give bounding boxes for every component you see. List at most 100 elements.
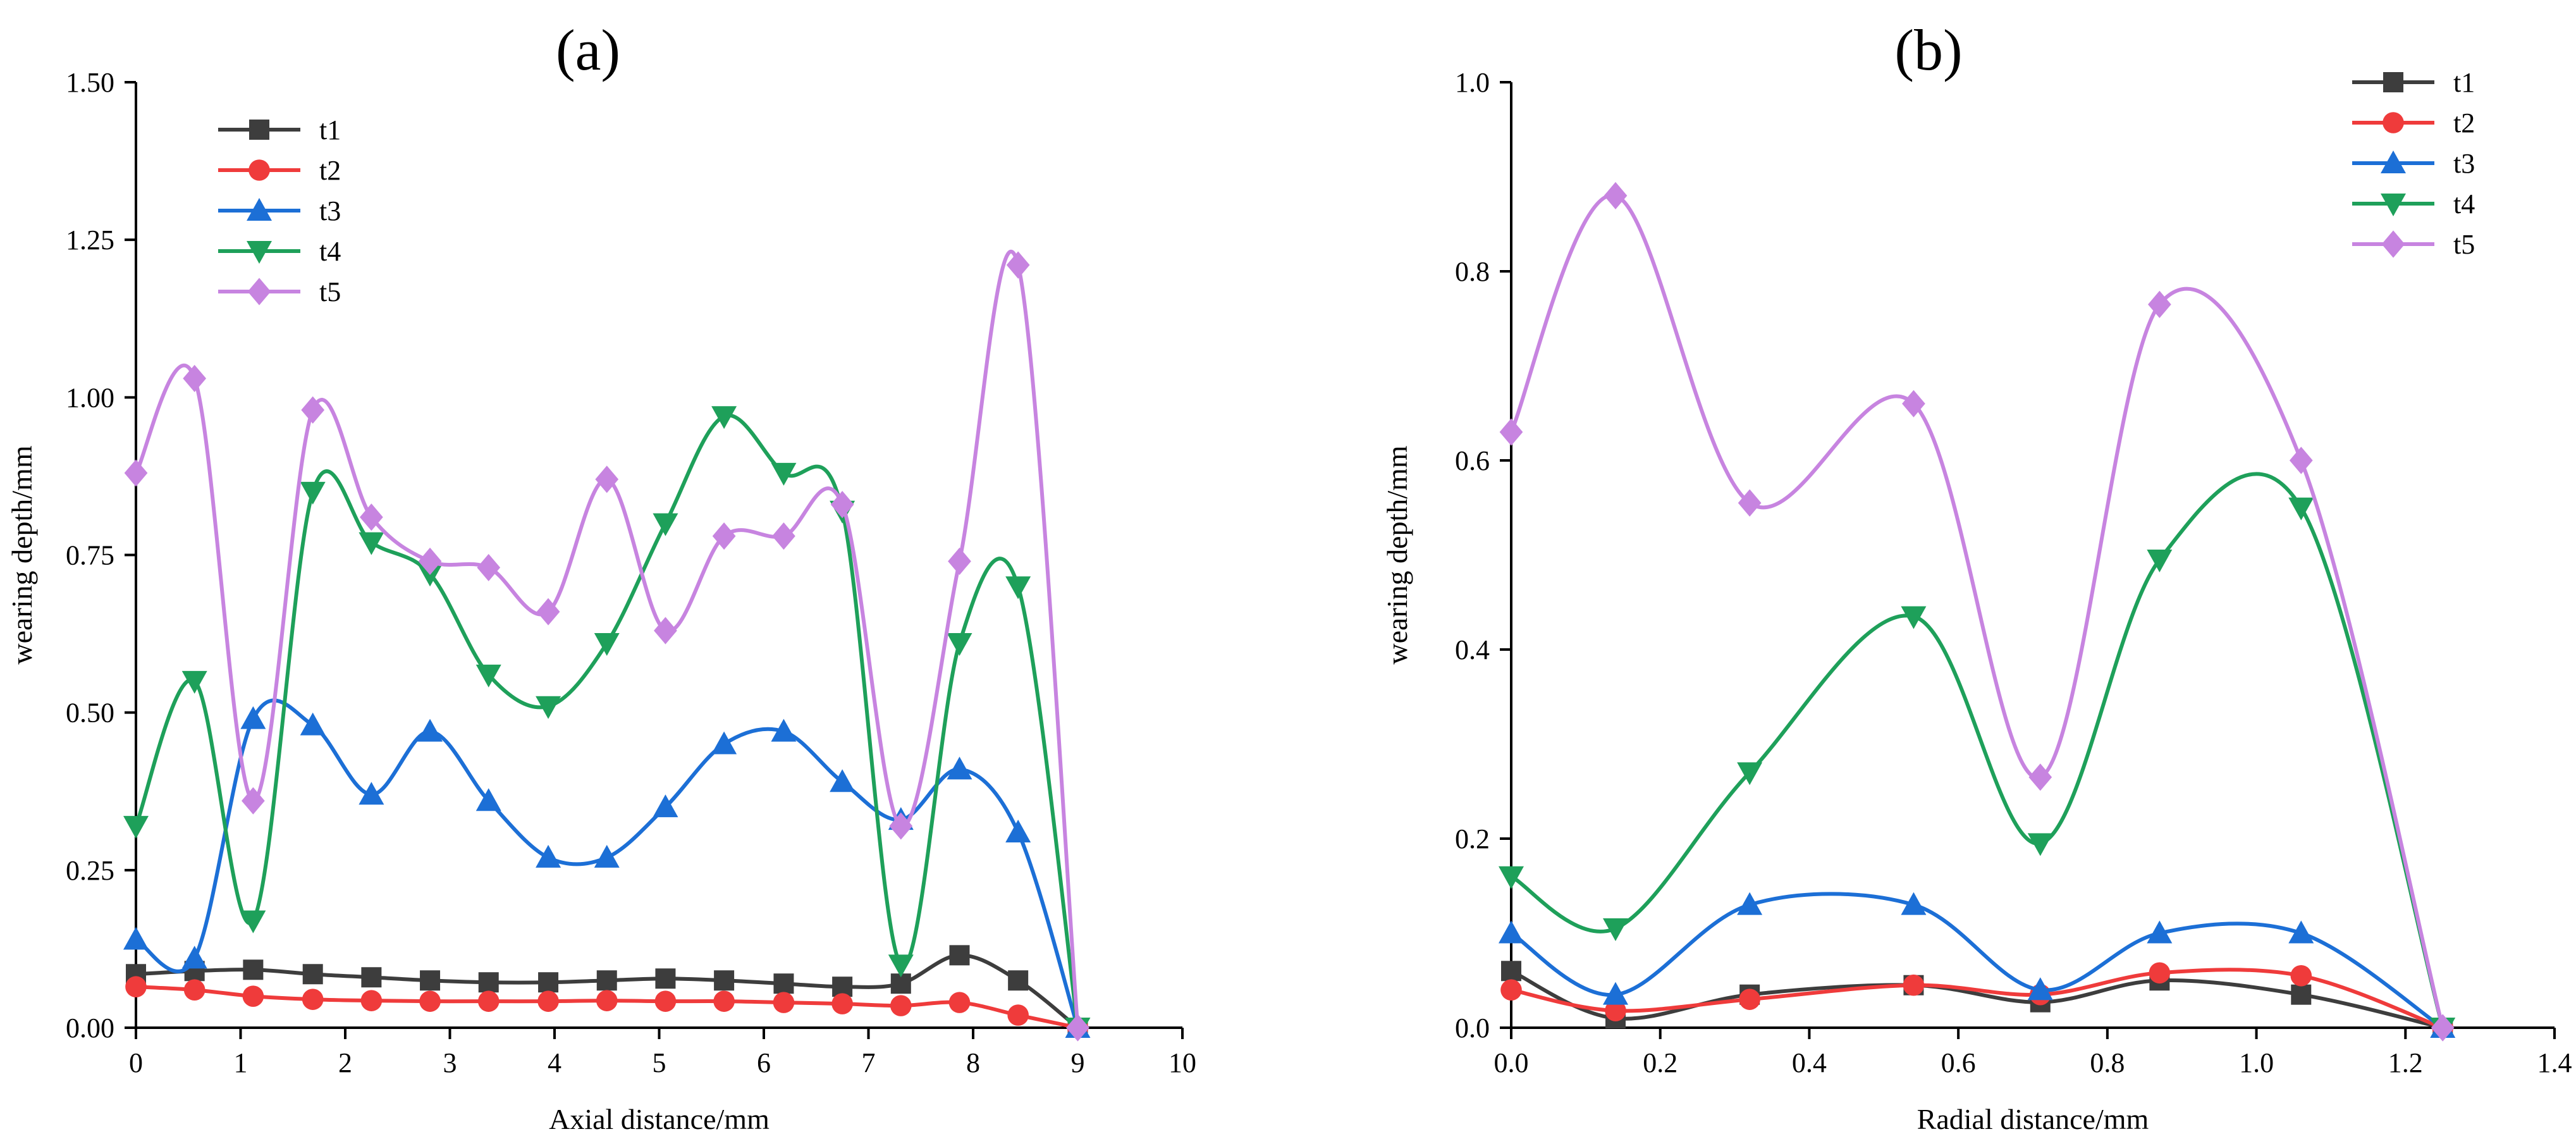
x-axis-title: Radial distance/mm	[1917, 1103, 2149, 1135]
data-point-t1	[655, 968, 676, 989]
data-point-t1	[243, 959, 264, 980]
data-point-t3	[1005, 820, 1031, 843]
data-point-t2	[477, 990, 500, 1012]
data-point-t3	[359, 782, 384, 805]
data-point-t2	[183, 979, 205, 1001]
y-tick-label: 0.4	[1455, 634, 1490, 665]
y-tick-label: 1.0	[1455, 67, 1490, 98]
series-line-t4	[134, 413, 1080, 1028]
data-point-t5	[654, 617, 677, 644]
x-tick-label: 0.6	[1941, 1047, 1976, 1078]
data-point-t5	[2028, 763, 2052, 791]
data-point-t2	[596, 990, 618, 1011]
x-axis-title: Axial distance/mm	[549, 1103, 770, 1135]
data-point-t1	[538, 972, 559, 993]
legend-label-t1: t1	[2453, 67, 2475, 98]
data-point-t2	[242, 985, 264, 1007]
legend-label-t5: t5	[2453, 229, 2475, 260]
data-point-t5	[1902, 390, 1925, 417]
data-point-t4	[240, 910, 266, 933]
x-tick-label: 1.0	[2239, 1047, 2274, 1078]
x-tick-label: 0.4	[1792, 1047, 1827, 1078]
data-point-t5	[477, 553, 501, 582]
y-tick-label: 0.00	[66, 1013, 114, 1044]
data-point-t5	[183, 364, 207, 393]
data-point-t4	[653, 513, 678, 536]
legend-marker-t4	[247, 241, 272, 264]
data-point-t4	[947, 633, 972, 656]
x-tick-label: 3	[443, 1047, 457, 1078]
data-point-t5	[2431, 1014, 2455, 1042]
data-point-t3	[181, 946, 207, 969]
data-point-t2	[1903, 974, 1925, 996]
data-point-t3	[2288, 920, 2314, 944]
data-point-t2	[1739, 989, 1760, 1010]
data-point-t3	[1499, 920, 1524, 944]
series-line-t5	[134, 249, 1080, 1028]
data-point-t4	[536, 696, 561, 719]
data-point-t3	[1603, 982, 1628, 1005]
data-point-t1	[773, 973, 794, 994]
chart-a: (a) 0 1 2 3 4 5 6 7 8 9 10 0.00 0.25 0.50 0.75 1.00 1.25 1…	[6, 18, 1196, 1135]
data-point-t2	[537, 990, 559, 1012]
legend-marker-t4	[2381, 194, 2406, 216]
panel-label: (b)	[1894, 18, 1962, 82]
y-tick-label: 0.25	[66, 855, 114, 886]
data-point-t5	[536, 598, 560, 625]
data-point-t4	[1737, 762, 1763, 786]
data-point-t4	[771, 462, 797, 486]
x-tick-label: 2	[338, 1047, 352, 1078]
data-point-t2	[713, 990, 735, 1012]
data-point-t4	[2147, 549, 2173, 572]
data-point-t5	[301, 396, 325, 424]
data-point-t5	[1499, 418, 1523, 446]
x-tick-label: 1.2	[2388, 1047, 2423, 1078]
x-tick-label: 0	[129, 1047, 143, 1078]
data-point-t1	[302, 964, 323, 985]
data-point-t5	[772, 522, 795, 550]
data-point-t4	[300, 481, 326, 505]
legend-label-t3: t3	[2453, 148, 2475, 179]
data-point-t2	[1605, 1000, 1626, 1021]
y-tick-label: 0.0	[1455, 1013, 1490, 1044]
data-point-t3	[417, 718, 443, 742]
data-point-t1	[596, 970, 617, 991]
legend-label-t2: t2	[2453, 108, 2475, 139]
x-tick-label: 6	[757, 1047, 771, 1078]
series-line-t1	[1510, 969, 2443, 1030]
data-point-t4	[1499, 866, 1524, 889]
data-point-t4	[594, 633, 620, 656]
data-point-t2	[2290, 964, 2312, 987]
data-point-t1	[478, 972, 499, 993]
data-point-t4	[1603, 918, 1628, 942]
data-point-t5	[2289, 447, 2313, 474]
data-point-t5	[830, 491, 854, 519]
legend-label-t3: t3	[319, 195, 341, 226]
x-tick-label: 7	[862, 1047, 876, 1078]
data-point-t5	[889, 812, 913, 840]
legend-label-t5: t5	[319, 276, 341, 307]
legend-marker-t3	[247, 198, 272, 221]
data-point-t3	[830, 769, 856, 792]
data-point-t1	[361, 967, 382, 988]
y-tick-label: 0.6	[1455, 445, 1490, 476]
data-point-t3	[771, 718, 797, 742]
data-point-t2	[948, 992, 971, 1013]
data-point-t3	[1901, 892, 1927, 915]
data-point-t4	[475, 664, 501, 687]
data-point-t3	[653, 794, 678, 818]
data-point-t2	[125, 976, 147, 998]
data-point-t5	[712, 522, 736, 550]
data-point-t3	[2027, 977, 2053, 1001]
data-point-t5	[1006, 251, 1030, 279]
legend-marker-t1	[249, 120, 269, 140]
data-point-t2	[2149, 962, 2171, 984]
legend-marker-t1	[2383, 72, 2403, 92]
panel-label: (a)	[556, 18, 620, 82]
y-axis-title: wearing depth/mm	[1381, 445, 1413, 664]
data-point-t4	[417, 564, 443, 587]
y-axis-title: wearing depth/mm	[6, 445, 38, 664]
data-point-t3	[711, 731, 737, 755]
y-tick-label: 0.75	[66, 540, 114, 571]
data-point-t2	[1007, 1004, 1029, 1026]
